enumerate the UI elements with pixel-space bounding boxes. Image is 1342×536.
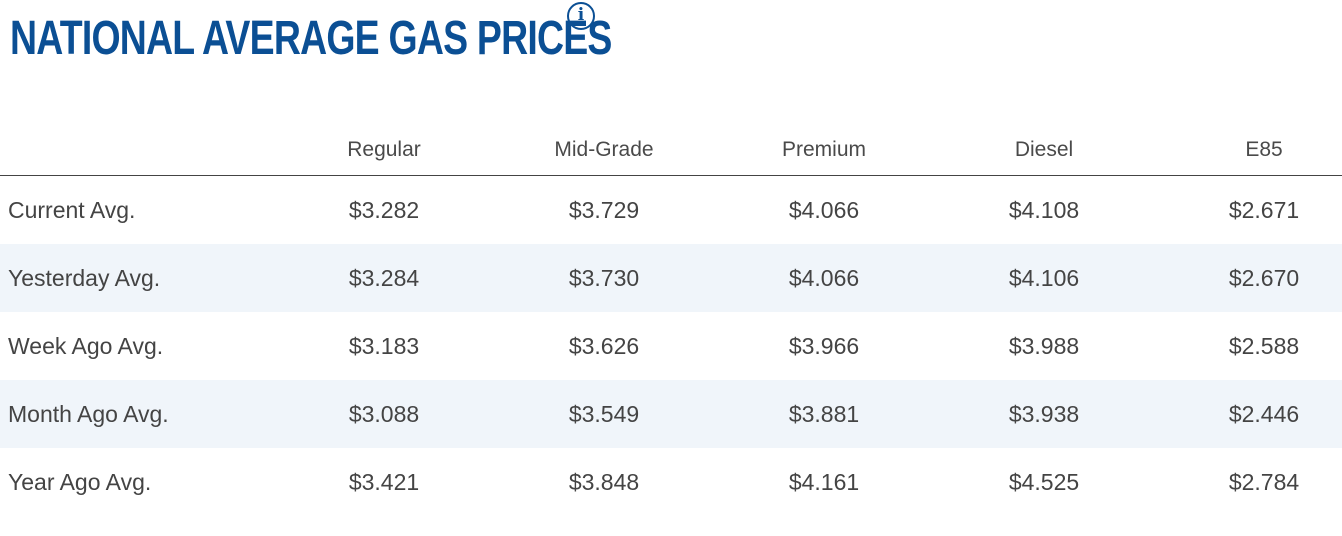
row-label: Yesterday Avg. [0,244,274,312]
column-header-diesel: Diesel [934,124,1154,176]
price-cell: $2.670 [1154,244,1342,312]
price-cell: $3.988 [1008,332,1080,359]
price-cell: $4.525 [1008,468,1080,495]
column-header [0,124,274,176]
price-cell: $4.066 [714,244,934,312]
row-label: Month Ago Avg. [0,380,274,448]
page-title: NATIONAL AVERAGE GAS PRICES [10,12,612,65]
table-row: Week Ago Avg. $3.183 $3.626 $3.966 $3.98… [0,312,1342,380]
table-row: Yesterday Avg. $3.284 $3.730 $4.066 $4.1… [0,244,1342,312]
price-cell: $3.966 [788,332,860,359]
gas-prices-table: Regular Mid-Grade Premium Diesel E85 Cur… [0,124,1342,516]
row-label: Year Ago Avg. [8,468,152,495]
price-cell: $3.729 [568,196,640,223]
column-header-e85: E85 [1154,124,1342,176]
price-cell: $2.588 [1228,332,1300,359]
column-header-mid-grade: Mid-Grade [494,124,714,176]
price-cell: $4.106 [934,244,1154,312]
price-cell: $3.282 [348,196,420,223]
price-cell: $3.549 [494,380,714,448]
price-cell: $4.066 [788,196,860,223]
row-label: Current Avg. [8,196,136,223]
info-icon[interactable]: i [567,2,595,30]
price-cell: $3.938 [934,380,1154,448]
price-cell: $3.730 [494,244,714,312]
table-row: Month Ago Avg. $3.088 $3.549 $3.881 $3.9… [0,380,1342,448]
column-header-regular: Regular [274,124,494,176]
row-label: Week Ago Avg. [8,332,164,359]
price-cell: $4.108 [1008,196,1080,223]
title-row: NATIONAL AVERAGE GAS PRICES [10,8,710,70]
price-cell: $3.183 [348,332,420,359]
price-cell: $3.088 [274,380,494,448]
table-row: Current Avg. $3.282 $3.729 $4.066 $4.108… [0,176,1342,245]
price-cell: $2.446 [1154,380,1342,448]
price-cell: $2.671 [1228,196,1300,223]
price-cell: $3.881 [714,380,934,448]
table-header-row: Regular Mid-Grade Premium Diesel E85 [0,124,1342,176]
price-cell: $3.848 [568,468,640,495]
price-cell: $3.421 [348,468,420,495]
table-row: Year Ago Avg. $3.421 $3.848 $4.161 $4.52… [0,448,1342,516]
column-header-premium: Premium [714,124,934,176]
price-cell: $4.161 [788,468,860,495]
price-cell: $3.284 [274,244,494,312]
price-cell: $2.784 [1228,468,1300,495]
price-cell: $3.626 [568,332,640,359]
